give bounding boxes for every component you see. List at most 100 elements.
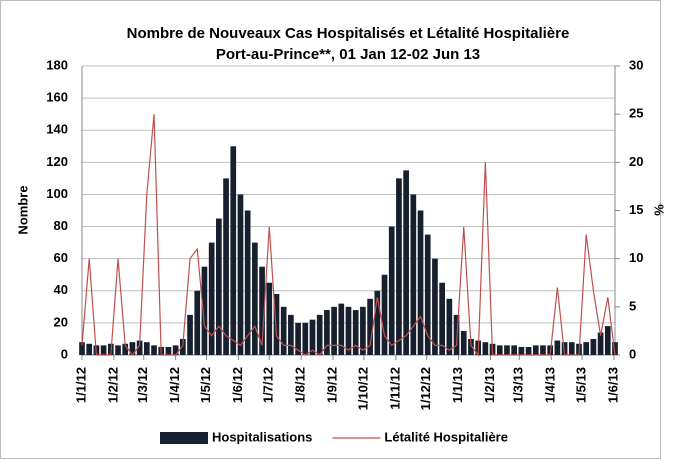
bar [496,345,503,355]
bar [532,345,539,355]
bar [151,345,157,355]
bar [482,342,489,355]
bar [597,332,604,355]
bar [309,319,316,355]
y-tick-label: 0 [61,346,68,361]
bar [388,226,395,355]
y-tick-label: 140 [46,122,68,137]
y-tick-label: 160 [46,90,68,105]
bar [590,338,597,355]
bar [468,338,474,355]
x-tick-label: 1/7/12 [261,367,276,403]
y2-tick-label: 0 [629,346,636,361]
y-tick-label: 80 [54,218,68,233]
bar [561,342,568,355]
y-tick-label: 120 [46,154,68,169]
bar [424,234,431,355]
bar [612,342,618,355]
legend-label: Hospitalisations [212,429,312,444]
bar [100,345,107,355]
bar [86,343,93,355]
bar [504,345,510,355]
bar [288,314,294,355]
bar [331,306,337,355]
x-tick-label: 1/1/12 [73,367,88,403]
bar [568,342,575,355]
bar [187,314,193,355]
bar [244,210,251,355]
bar [223,178,229,355]
bar [345,306,352,355]
chart-title: Nombre de Nouveaux Cas Hospitalisés et L… [127,25,570,42]
bar [352,310,359,355]
bar [374,290,381,355]
y2-tick-label: 5 [629,298,636,313]
bar [432,258,438,355]
bar [172,345,179,355]
x-tick-label: 1/6/12 [230,367,245,403]
x-tick-label: 1/8/12 [293,367,308,403]
bar [525,346,532,355]
x-tick-label: 1/10/12 [355,367,370,410]
x-tick-label: 1/12/12 [418,367,433,410]
x-tick-label: 1/5/12 [198,367,213,403]
bar [79,342,85,355]
bar [280,306,287,355]
bar [201,266,208,355]
bar [252,242,258,355]
bar [381,274,388,355]
chart-subtitle: Port-au-Prince**, 01 Jan 12-02 Jun 13 [216,46,480,63]
bar [295,322,301,355]
bar [216,218,222,355]
legend-swatch [160,432,208,444]
bar [460,330,467,355]
x-tick-label: 1/2/13 [482,367,497,403]
y-tick-label: 40 [54,282,68,297]
bar [360,306,366,355]
x-tick-label: 1/6/13 [605,367,620,403]
bar [302,322,309,355]
y2-tick-label: 25 [629,106,643,121]
legend-label: Létalité Hospitalière [384,429,508,444]
bar [403,170,409,355]
bar [194,290,201,355]
x-tick-label: 1/4/12 [167,367,182,403]
bar [396,178,402,355]
bar [122,343,129,355]
x-tick-label: 1/4/13 [543,367,558,403]
bar [237,194,244,355]
bar [273,293,280,355]
x-tick-label: 1/3/12 [135,367,150,403]
bar [540,345,546,355]
x-tick-label: 1/3/13 [511,367,526,403]
x-tick-label: 1/1/13 [450,367,465,403]
y2-axis-title: % [652,204,667,216]
bar [129,342,136,355]
bar [208,242,215,355]
bar [518,346,525,355]
bar [266,282,273,355]
chart-frame [0,0,661,459]
y2-tick-label: 30 [629,57,643,72]
bar [583,342,590,355]
bar [230,146,237,355]
bar [410,194,417,355]
bar [554,340,561,355]
bar [316,314,323,355]
x-tick-label: 1/9/12 [325,367,340,403]
line-series [81,114,616,357]
x-tick-label: 1/5/13 [574,367,589,403]
x-tick-label: 1/2/12 [105,367,120,403]
y-tick-label: 60 [54,250,68,265]
bar [446,298,453,355]
bar [136,340,143,355]
bar [453,314,460,355]
y2-tick-label: 20 [629,154,643,169]
bar [179,338,186,355]
y-axis-title: Nombre [15,185,30,234]
bar [338,303,345,355]
bar [324,310,330,355]
bar [367,298,373,355]
y2-tick-label: 15 [629,202,643,217]
bar [115,345,121,355]
